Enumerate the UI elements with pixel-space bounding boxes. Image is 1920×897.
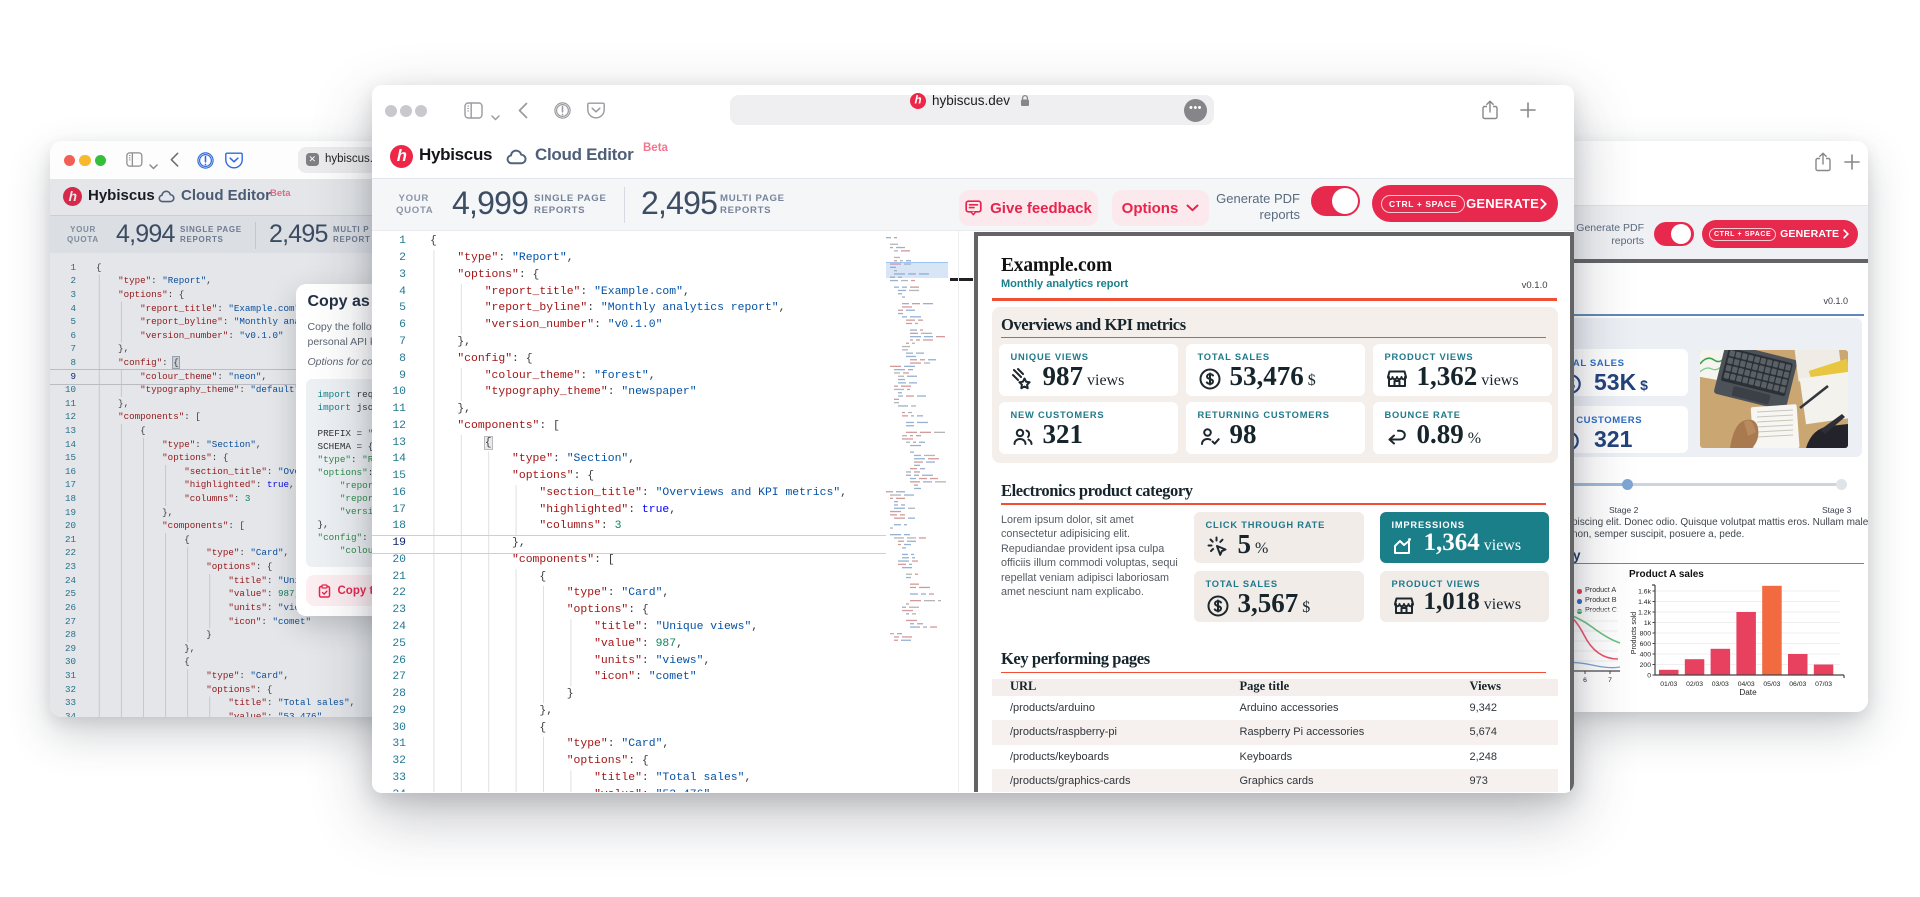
svg-text:04/03: 04/03	[1738, 681, 1755, 688]
svg-text:05/03: 05/03	[1763, 681, 1780, 688]
svg-text:600: 600	[1640, 641, 1652, 648]
svg-text:01/03: 01/03	[1660, 681, 1677, 688]
svg-text:1.6k: 1.6k	[1638, 588, 1651, 595]
svg-text:Date: Date	[1739, 688, 1757, 697]
svg-text:1k: 1k	[1644, 620, 1652, 627]
svg-text:07/03: 07/03	[1815, 681, 1832, 688]
svg-text:Products sold: Products sold	[1631, 612, 1638, 655]
svg-text:1.2k: 1.2k	[1638, 609, 1651, 616]
svg-text:6: 6	[1583, 677, 1587, 684]
svg-text:06/03: 06/03	[1789, 681, 1806, 688]
svg-text:0: 0	[1647, 672, 1651, 679]
svg-text:1.4k: 1.4k	[1638, 599, 1651, 606]
svg-text:02/03: 02/03	[1686, 681, 1703, 688]
svg-text:03/03: 03/03	[1712, 681, 1729, 688]
svg-text:800: 800	[1640, 630, 1652, 637]
svg-text:200: 200	[1640, 662, 1652, 669]
svg-text:7: 7	[1608, 677, 1612, 684]
svg-text:400: 400	[1640, 651, 1652, 658]
